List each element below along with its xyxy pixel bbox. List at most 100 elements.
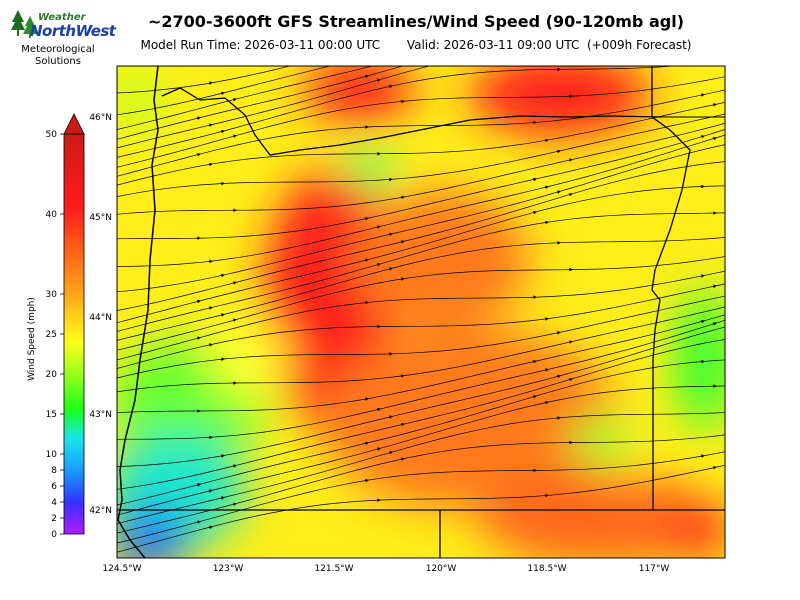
streamline bbox=[117, 237, 725, 341]
streamline-arrow bbox=[557, 374, 561, 379]
streamline bbox=[117, 89, 725, 177]
streamline-arrow bbox=[545, 43, 549, 47]
latitude-label: 44°N bbox=[89, 313, 112, 323]
streamline-arrow bbox=[557, 149, 561, 154]
streamline-arrow bbox=[401, 277, 405, 281]
latitude-label: 46°N bbox=[89, 113, 112, 123]
streamline-arrow bbox=[713, 322, 717, 326]
streamline-arrow bbox=[197, 520, 201, 524]
streamline-arrow bbox=[233, 208, 237, 212]
streamline-arrow bbox=[233, 381, 237, 385]
streamline bbox=[117, 359, 725, 506]
streamline-arrow bbox=[377, 152, 381, 156]
streamline-arrow bbox=[701, 319, 705, 324]
streamline-arrow bbox=[725, 59, 729, 63]
logo: Weather NorthWest Meteorological Solutio… bbox=[8, 6, 116, 70]
streamline bbox=[117, 66, 431, 149]
streamline-arrow bbox=[221, 129, 225, 134]
streamline bbox=[117, 122, 725, 215]
streamline-arrow bbox=[545, 401, 549, 405]
streamline-arrow bbox=[725, 236, 729, 240]
streamline-arrow bbox=[545, 317, 549, 321]
streamline bbox=[117, 134, 725, 267]
streamline-arrow bbox=[365, 74, 369, 79]
streamline-arrow bbox=[233, 464, 237, 468]
logo-word-northwest: NorthWest bbox=[30, 22, 116, 40]
streamline-arrow bbox=[209, 259, 213, 264]
streamline-arrow bbox=[209, 162, 213, 167]
streamline-arrow bbox=[557, 416, 561, 420]
logo-word-weather: Weather bbox=[38, 12, 86, 23]
streamline-arrow bbox=[713, 384, 717, 388]
streamline-arrow bbox=[365, 478, 369, 483]
streamline-arrow bbox=[569, 440, 573, 445]
streamline-arrow bbox=[377, 407, 381, 412]
colorbar-label: Wind Speed (mph) bbox=[27, 297, 37, 381]
streamline bbox=[117, 0, 729, 3]
tree-icon bbox=[11, 10, 37, 38]
streamline-arrow bbox=[569, 340, 573, 344]
streamline-arrow bbox=[197, 299, 201, 304]
streamline-arrow bbox=[545, 493, 549, 498]
streamline bbox=[117, 185, 725, 324]
streamline-arrow bbox=[197, 116, 201, 120]
latitude-label: 43°N bbox=[89, 410, 112, 420]
streamline bbox=[117, 270, 725, 361]
streamline-arrow bbox=[377, 324, 381, 329]
streamline-arrow bbox=[197, 336, 201, 340]
streamline bbox=[117, 283, 725, 369]
streamline-arrow bbox=[725, 325, 729, 328]
streamline bbox=[117, 66, 292, 94]
streamline-arrow bbox=[725, 143, 729, 146]
streamline-arrow bbox=[221, 357, 225, 361]
streamline-arrow bbox=[557, 190, 561, 194]
streamline-arrow bbox=[533, 395, 537, 399]
streamline-arrow bbox=[557, 331, 561, 335]
colorbar-tick-label: 4 bbox=[51, 498, 57, 508]
streamline-arrow bbox=[377, 447, 381, 451]
streamline-arrow bbox=[713, 38, 717, 42]
streamline-arrow bbox=[233, 318, 237, 322]
longitude-label: 124.5°W bbox=[102, 564, 141, 574]
streamline-arrow bbox=[389, 177, 393, 182]
state-borders bbox=[117, 66, 725, 558]
logo-line-1: Meteorological bbox=[21, 44, 95, 55]
streamline-arrow bbox=[545, 220, 549, 225]
streamline-arrow bbox=[389, 267, 393, 271]
longitude-label: 121.5°W bbox=[314, 564, 353, 574]
colorbar-tick-label: 30 bbox=[46, 290, 58, 300]
streamline-arrow bbox=[197, 409, 201, 413]
streamline-arrow bbox=[221, 454, 225, 458]
streamline-arrow bbox=[569, 193, 573, 197]
streamline-arrow bbox=[713, 211, 717, 215]
streamline-arrow bbox=[569, 378, 573, 382]
colorbar-tick-label: 10 bbox=[46, 450, 58, 460]
streamline-arrow bbox=[701, 93, 705, 97]
streamline-arrow bbox=[401, 374, 405, 378]
streamline-arrow bbox=[209, 525, 213, 529]
latitude-label: 42°N bbox=[89, 506, 112, 516]
streamline-arrow bbox=[209, 489, 213, 493]
streamline bbox=[117, 66, 332, 116]
latitude-label: 45°N bbox=[89, 213, 112, 223]
streamline bbox=[117, 66, 404, 140]
streamline bbox=[117, 212, 725, 332]
streamline-arrow bbox=[377, 498, 381, 502]
streamline-arrow bbox=[365, 397, 369, 401]
streamline-arrow bbox=[557, 67, 561, 72]
streamline bbox=[117, 385, 725, 516]
streamline-arrow bbox=[233, 281, 237, 285]
streamline-arrow bbox=[533, 295, 537, 299]
streamline-arrow bbox=[545, 138, 549, 143]
streamline bbox=[117, 256, 725, 351]
streamline-arrow bbox=[221, 496, 225, 500]
streamline-arrow bbox=[209, 306, 213, 310]
streamline-arrow bbox=[401, 423, 405, 427]
logo-line-2: Solutions bbox=[35, 56, 81, 67]
streamline-arrow bbox=[713, 136, 717, 141]
streamline-arrow bbox=[545, 2, 549, 5]
streamline-arrow bbox=[725, 294, 729, 297]
colorbar-tick-label: 8 bbox=[51, 466, 57, 476]
map-title: ~2700-3600ft GFS Streamlines/Wind Speed … bbox=[147, 12, 684, 31]
